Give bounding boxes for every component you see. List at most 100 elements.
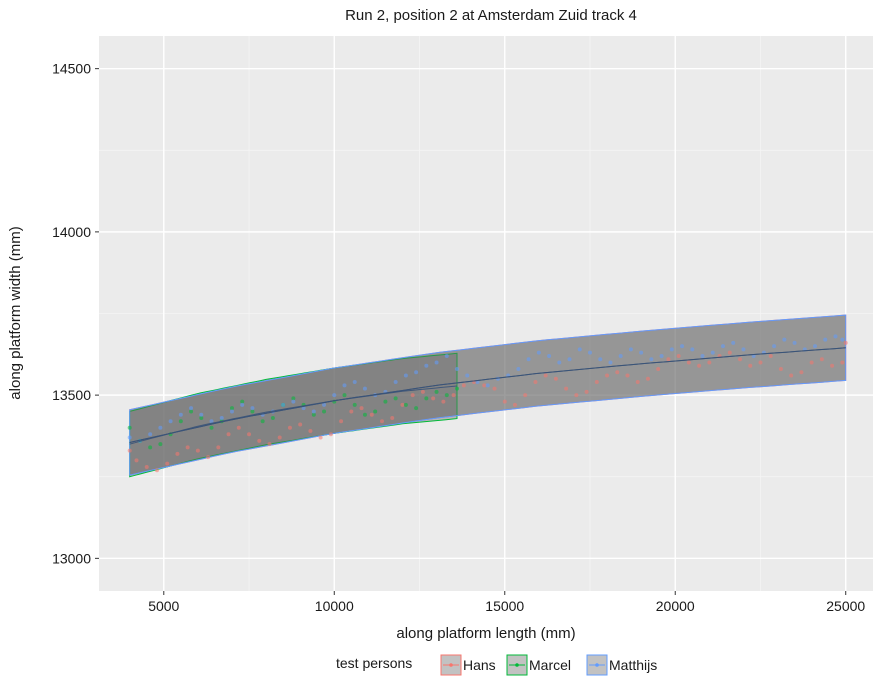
point-marcel xyxy=(199,415,204,420)
x-tick-label: 20000 xyxy=(656,598,695,614)
point-marcel xyxy=(352,402,357,407)
point-hans xyxy=(727,350,732,355)
point-hans xyxy=(809,360,814,365)
point-marcel xyxy=(403,402,408,407)
point-matthijs xyxy=(148,432,153,437)
point-hans xyxy=(359,406,364,411)
point-hans xyxy=(206,455,211,460)
legend-label-matthijs: Matthijs xyxy=(609,657,657,673)
point-matthijs xyxy=(547,353,552,358)
point-hans xyxy=(431,396,436,401)
point-hans xyxy=(175,451,180,456)
point-hans xyxy=(134,458,139,463)
point-marcel xyxy=(342,393,347,398)
point-matthijs xyxy=(669,347,674,352)
point-marcel xyxy=(158,442,163,447)
point-matthijs xyxy=(741,347,746,352)
point-matthijs xyxy=(649,357,654,362)
point-matthijs xyxy=(628,347,633,352)
point-matthijs xyxy=(772,344,777,349)
point-matthijs xyxy=(526,357,531,362)
point-matthijs xyxy=(424,363,429,368)
legend: test persons Hans Marcel Matthijs xyxy=(336,654,657,676)
point-matthijs xyxy=(618,353,623,358)
point-matthijs xyxy=(240,402,245,407)
point-matthijs xyxy=(700,353,705,358)
point-hans xyxy=(308,429,313,434)
point-hans xyxy=(738,357,743,362)
point-hans xyxy=(543,373,548,378)
point-matthijs xyxy=(587,350,592,355)
point-matthijs xyxy=(485,383,490,388)
point-marcel xyxy=(414,406,419,411)
point-hans xyxy=(707,360,712,365)
fit-line-matthijs xyxy=(129,347,846,443)
legend-key-point-hans xyxy=(449,663,453,667)
point-marcel xyxy=(455,386,460,391)
point-hans xyxy=(287,425,292,430)
point-hans xyxy=(656,367,661,371)
point-hans xyxy=(830,363,835,368)
point-matthijs xyxy=(403,373,408,378)
point-hans xyxy=(523,393,528,398)
point-hans xyxy=(758,360,763,365)
point-matthijs xyxy=(352,380,357,385)
point-matthijs xyxy=(178,412,183,417)
point-marcel xyxy=(240,399,245,404)
point-matthijs xyxy=(813,344,818,349)
point-hans xyxy=(799,370,804,375)
point-marcel xyxy=(322,409,327,414)
band-marcel xyxy=(129,352,458,478)
point-matthijs xyxy=(567,357,572,362)
point-matthijs xyxy=(209,419,214,424)
point-matthijs xyxy=(840,337,845,342)
point-marcel xyxy=(250,409,255,414)
point-hans xyxy=(482,383,487,388)
point-matthijs xyxy=(639,350,644,355)
x-axis-title: along platform length (mm) xyxy=(396,625,575,642)
point-matthijs xyxy=(158,425,163,430)
point-matthijs xyxy=(199,412,204,417)
point-hans xyxy=(840,360,845,365)
point-hans xyxy=(298,422,303,427)
point-hans xyxy=(390,415,395,420)
point-matthijs xyxy=(322,402,327,407)
point-matthijs xyxy=(250,406,255,411)
point-marcel xyxy=(127,425,132,430)
legend-key-point-marcel xyxy=(515,663,519,667)
point-hans xyxy=(226,432,231,437)
point-hans xyxy=(686,360,691,365)
point-hans xyxy=(328,432,333,437)
chart-title: Run 2, position 2 at Amsterdam Zuid trac… xyxy=(345,7,637,24)
point-hans xyxy=(420,389,425,394)
point-marcel xyxy=(393,396,398,401)
point-matthijs xyxy=(608,360,613,365)
point-hans xyxy=(267,442,272,447)
point-marcel xyxy=(260,419,265,424)
point-matthijs xyxy=(444,353,449,358)
fit-line-marcel xyxy=(129,385,458,445)
point-matthijs xyxy=(720,344,725,349)
point-hans xyxy=(564,386,569,391)
x-tick-label: 10000 xyxy=(315,598,354,614)
point-hans xyxy=(843,340,848,345)
point-hans xyxy=(257,438,262,443)
point-matthijs xyxy=(465,373,470,378)
point-hans xyxy=(461,383,466,388)
point-matthijs xyxy=(823,337,828,342)
point-matthijs xyxy=(311,409,316,414)
point-marcel xyxy=(291,396,296,401)
point-hans xyxy=(380,419,385,424)
x-tick-label: 25000 xyxy=(826,598,865,614)
point-matthijs xyxy=(219,415,224,420)
legend-label-marcel: Marcel xyxy=(529,657,571,673)
point-marcel xyxy=(229,406,234,411)
point-hans xyxy=(451,393,456,398)
point-hans xyxy=(778,367,783,371)
point-hans xyxy=(154,468,159,473)
confidence-bands xyxy=(129,314,847,478)
point-hans xyxy=(492,386,497,391)
point-hans xyxy=(584,389,589,394)
point-matthijs xyxy=(168,419,173,424)
